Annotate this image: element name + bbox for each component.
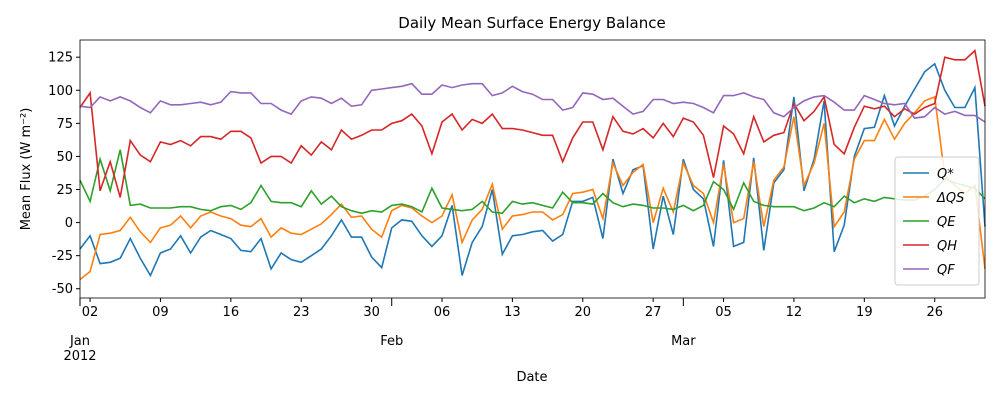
legend: Q* ΔQS QE QH QF: [894, 156, 980, 286]
chart-title: Daily Mean Surface Energy Balance: [398, 14, 665, 32]
y-tick-label: 100: [48, 84, 73, 99]
plot-frame: [79, 39, 986, 299]
x-axis-label: Date: [516, 370, 547, 385]
series-line: [79, 82, 986, 123]
y-tick-label: 25: [56, 183, 73, 198]
x-tick-label: 26: [926, 305, 943, 320]
legend-label: QF: [937, 263, 955, 278]
x-tick-label: 16: [223, 305, 240, 320]
series-line: [79, 149, 986, 215]
x-tick-label: 19: [856, 305, 873, 320]
series-line: [79, 62, 986, 278]
legend-box: [894, 156, 980, 286]
x-tick-label: 30: [363, 305, 380, 320]
legend-label: Q*: [937, 167, 954, 182]
x-tick-label: 13: [504, 305, 521, 320]
y-tick-label: -25: [52, 249, 73, 264]
x-tick-label: 20: [575, 305, 592, 320]
x-tick-label: 23: [293, 305, 310, 320]
x-tick-label: 06: [434, 305, 451, 320]
y-tick-label: 50: [56, 150, 73, 165]
y-axis-label: Mean Flux (W m⁻²): [19, 108, 34, 231]
x-tick-label: 27: [645, 305, 662, 320]
y-tick-label: 0: [65, 216, 73, 231]
x-tick-label: 02: [82, 305, 99, 320]
y-tick-label: -50: [52, 282, 73, 297]
y-tick-label: 125: [48, 51, 73, 66]
y-tick-label: 75: [56, 117, 73, 132]
legend-label: QH: [937, 239, 957, 254]
x-month-label: Jan 2012: [63, 334, 97, 364]
series-line: [79, 95, 986, 281]
x-tick-label: 05: [715, 305, 732, 320]
x-month-label: Mar: [671, 334, 696, 349]
series-line: [79, 49, 986, 198]
x-tick-label: 09: [152, 305, 169, 320]
legend-label: QE: [937, 215, 956, 230]
x-tick-label: 12: [786, 305, 803, 320]
x-month-label: Feb: [380, 334, 404, 349]
legend-label: ΔQS: [936, 191, 964, 206]
